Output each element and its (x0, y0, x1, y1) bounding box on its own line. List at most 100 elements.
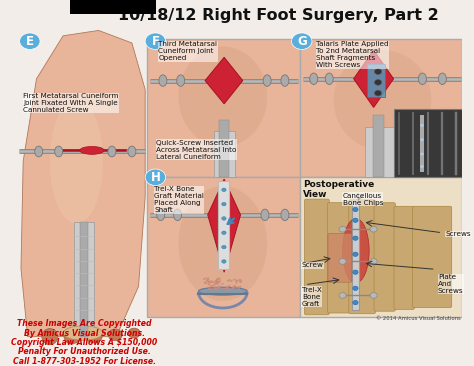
Ellipse shape (334, 50, 431, 150)
Ellipse shape (235, 285, 236, 287)
Ellipse shape (108, 146, 116, 157)
Circle shape (353, 236, 358, 240)
Ellipse shape (281, 209, 289, 221)
Circle shape (19, 33, 40, 49)
Ellipse shape (233, 285, 236, 288)
Ellipse shape (231, 287, 234, 289)
Ellipse shape (35, 146, 43, 157)
FancyBboxPatch shape (349, 200, 375, 314)
Ellipse shape (209, 281, 212, 283)
Bar (420, 115, 424, 172)
Ellipse shape (215, 287, 219, 291)
Ellipse shape (211, 284, 216, 286)
Circle shape (339, 226, 346, 232)
FancyBboxPatch shape (304, 199, 329, 315)
Polygon shape (21, 30, 145, 337)
Circle shape (222, 202, 226, 206)
FancyBboxPatch shape (328, 203, 350, 313)
Text: Plate
And
Screws: Plate And Screws (438, 274, 464, 294)
Text: H: H (150, 171, 160, 184)
Text: G: G (297, 35, 307, 48)
Ellipse shape (419, 73, 427, 85)
Ellipse shape (213, 286, 217, 290)
Ellipse shape (343, 219, 369, 283)
Ellipse shape (233, 279, 236, 280)
Ellipse shape (210, 285, 212, 288)
Ellipse shape (221, 283, 224, 285)
FancyBboxPatch shape (394, 206, 414, 309)
Bar (74, 222, 94, 329)
Ellipse shape (226, 287, 228, 290)
Text: Third Metatarsal
Cuneiform Joint
Opened: Third Metatarsal Cuneiform Joint Opened (158, 41, 218, 61)
Bar (301, 40, 462, 177)
Ellipse shape (55, 146, 63, 157)
Ellipse shape (263, 75, 271, 86)
Circle shape (222, 245, 226, 249)
Ellipse shape (235, 281, 237, 284)
Text: Postoperative
View: Postoperative View (302, 180, 374, 199)
Text: By Amicus Visual Solutions.: By Amicus Visual Solutions. (24, 329, 145, 338)
Circle shape (339, 258, 346, 264)
Text: Trel-X Bone
Graft Material
Placed Along
Shaft: Trel-X Bone Graft Material Placed Along … (154, 186, 204, 213)
Ellipse shape (238, 286, 241, 288)
Bar (352, 202, 358, 310)
Bar (147, 40, 301, 177)
Text: Screw: Screw (302, 262, 324, 268)
Circle shape (292, 33, 312, 49)
Circle shape (222, 231, 226, 235)
Text: Copyright Law Allows A $150,000: Copyright Law Allows A $150,000 (11, 338, 157, 347)
Circle shape (353, 286, 358, 291)
Circle shape (420, 165, 424, 168)
Ellipse shape (203, 277, 207, 280)
Circle shape (353, 218, 358, 223)
FancyBboxPatch shape (413, 206, 452, 308)
Text: Cancellous
Bone Chips: Cancellous Bone Chips (343, 193, 383, 206)
Text: First Metatarsal Cuneiform
Joint Fixated With A Single
Cannulated Screw: First Metatarsal Cuneiform Joint Fixated… (23, 93, 118, 113)
Polygon shape (208, 179, 240, 272)
Circle shape (222, 188, 226, 191)
Ellipse shape (211, 281, 215, 284)
Circle shape (374, 90, 382, 96)
Circle shape (222, 217, 226, 220)
Text: F: F (151, 35, 159, 48)
Ellipse shape (216, 277, 220, 280)
Ellipse shape (63, 326, 103, 340)
Circle shape (339, 292, 346, 298)
Bar (367, 64, 385, 97)
Text: These Images Are Copyrighted: These Images Are Copyrighted (17, 320, 152, 328)
Circle shape (374, 79, 382, 85)
Text: Penalty For Unauthorized Use.: Penalty For Unauthorized Use. (18, 347, 151, 356)
Ellipse shape (230, 280, 233, 282)
Circle shape (374, 69, 382, 75)
Ellipse shape (177, 75, 185, 86)
Circle shape (145, 169, 165, 186)
Circle shape (353, 270, 358, 274)
Bar (80, 222, 88, 337)
Bar (365, 127, 393, 177)
Bar (219, 181, 229, 269)
Ellipse shape (178, 186, 267, 301)
Circle shape (420, 153, 424, 156)
Bar (70, 0, 156, 14)
Circle shape (370, 292, 377, 298)
Ellipse shape (128, 328, 140, 338)
Polygon shape (205, 57, 243, 104)
Ellipse shape (235, 280, 238, 282)
Circle shape (145, 33, 165, 49)
Ellipse shape (50, 98, 103, 224)
Ellipse shape (222, 288, 227, 289)
Circle shape (353, 208, 358, 212)
Text: Call 1-877-303-1952 For License.: Call 1-877-303-1952 For License. (13, 357, 156, 366)
Ellipse shape (325, 73, 333, 85)
FancyBboxPatch shape (374, 203, 395, 311)
Circle shape (222, 259, 226, 263)
Ellipse shape (237, 286, 239, 288)
Text: 10/18/12 Right Foot Surgery, Part 2: 10/18/12 Right Foot Surgery, Part 2 (118, 8, 438, 23)
Text: E: E (26, 35, 34, 48)
Ellipse shape (217, 285, 220, 288)
Ellipse shape (231, 287, 235, 289)
Ellipse shape (128, 146, 136, 157)
Ellipse shape (438, 73, 447, 85)
Ellipse shape (281, 75, 289, 86)
Text: © 2014 Amicus Visual Solutions: © 2014 Amicus Visual Solutions (376, 316, 461, 321)
